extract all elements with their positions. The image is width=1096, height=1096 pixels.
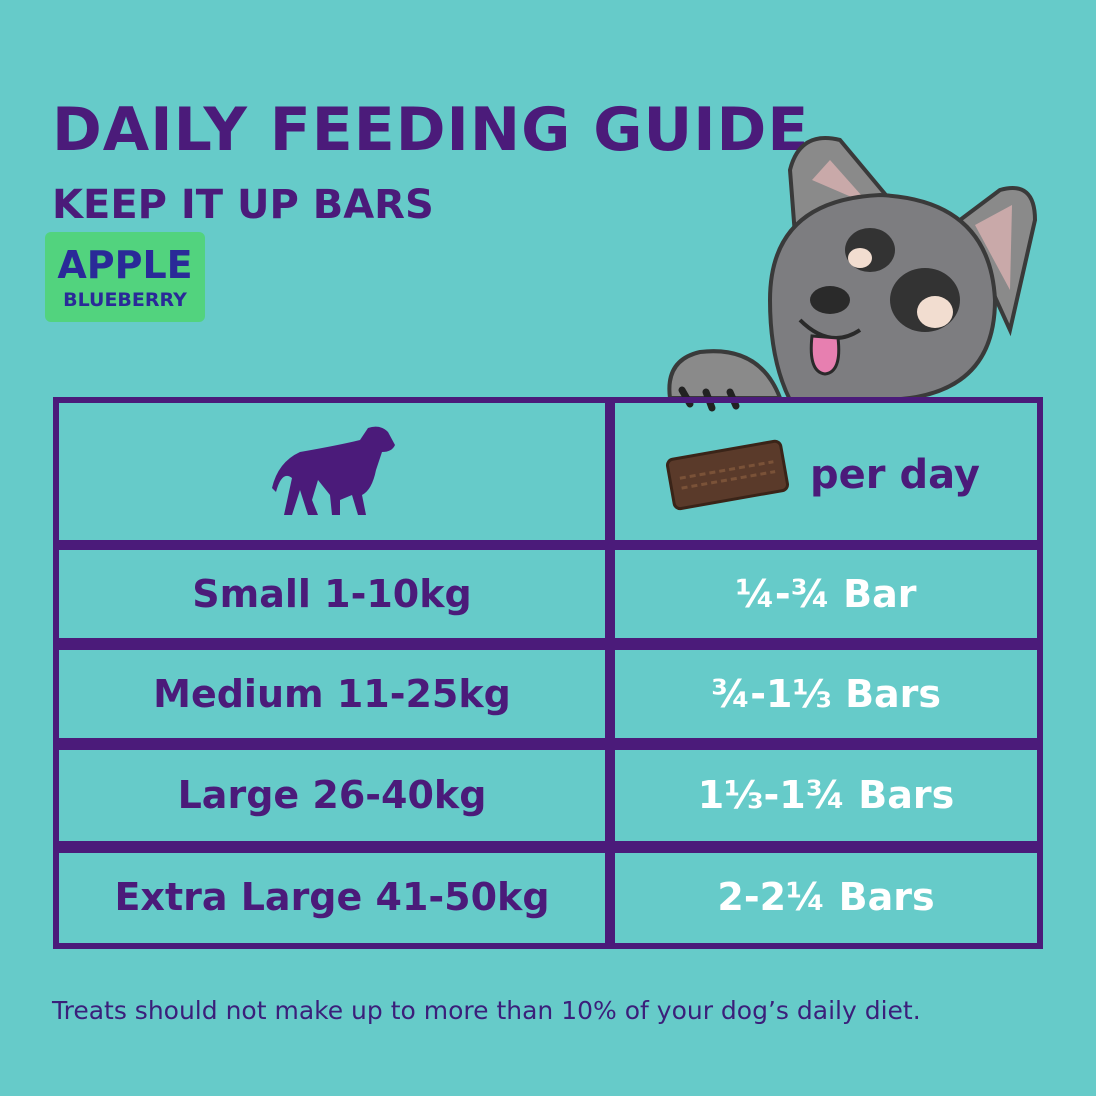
bars-per-day: 2-2¼ Bars — [717, 875, 934, 919]
bars-per-day: ¾-1⅓ Bars — [711, 672, 941, 716]
footnote: Treats should not make up to more than 1… — [51, 996, 921, 1025]
flavour-badge — [45, 232, 205, 322]
dog-size: Large 26-40kg — [178, 773, 487, 817]
bars-per-day: 1⅓-1¾ Bars — [698, 773, 955, 817]
dog-icon — [272, 426, 395, 515]
bars-per-day: ¼-¾ Bar — [735, 572, 916, 616]
bar-icon — [665, 439, 790, 511]
flavour-line: APPLE — [57, 243, 192, 287]
title: DAILY FEEDING GUIDE — [52, 95, 809, 165]
dog-size: Small 1-10kg — [192, 572, 471, 616]
dog-size: Medium 11-25kg — [153, 672, 511, 716]
table-grid — [53, 397, 1043, 949]
dog-size: Extra Large 41-50kg — [114, 875, 549, 919]
puppy-illustration — [667, 136, 1038, 412]
column-header: per day — [810, 452, 980, 498]
subtitle: KEEP IT UP BARS — [52, 182, 434, 228]
flavour-line: BLUEBERRY — [63, 289, 187, 311]
